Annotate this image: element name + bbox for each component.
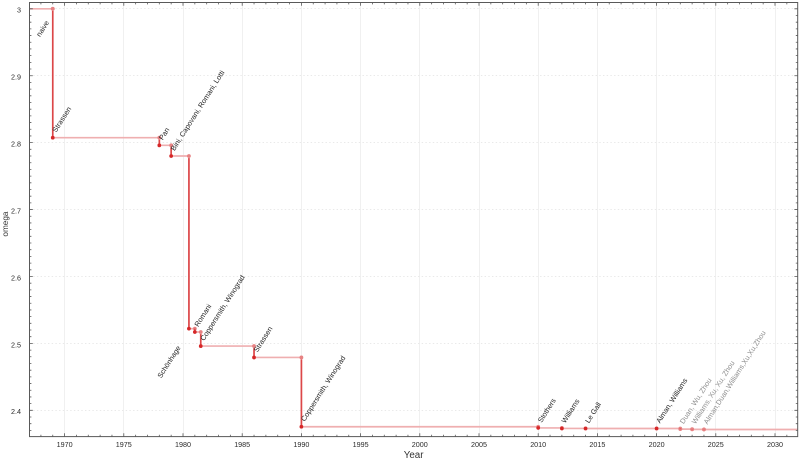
- svg-text:2.8: 2.8: [11, 140, 21, 149]
- svg-text:2025: 2025: [708, 440, 724, 449]
- svg-text:2005: 2005: [471, 440, 487, 449]
- svg-text:2.9: 2.9: [11, 73, 21, 82]
- svg-text:2.4: 2.4: [11, 407, 21, 416]
- svg-text:3: 3: [17, 6, 21, 15]
- svg-text:1995: 1995: [353, 440, 369, 449]
- svg-text:2.6: 2.6: [11, 273, 21, 282]
- svg-text:2000: 2000: [412, 440, 428, 449]
- svg-text:2.5: 2.5: [11, 340, 21, 349]
- svg-text:1980: 1980: [175, 440, 191, 449]
- svg-text:2030: 2030: [767, 440, 783, 449]
- svg-text:2015: 2015: [589, 440, 605, 449]
- svg-text:omega: omega: [1, 211, 10, 236]
- svg-text:2.7: 2.7: [11, 206, 21, 215]
- svg-text:2010: 2010: [530, 440, 546, 449]
- svg-text:1985: 1985: [234, 440, 250, 449]
- svg-text:1970: 1970: [57, 440, 73, 449]
- svg-text:1990: 1990: [293, 440, 309, 449]
- svg-text:2020: 2020: [649, 440, 665, 449]
- svg-text:Year: Year: [404, 450, 425, 460]
- svg-text:1975: 1975: [116, 440, 132, 449]
